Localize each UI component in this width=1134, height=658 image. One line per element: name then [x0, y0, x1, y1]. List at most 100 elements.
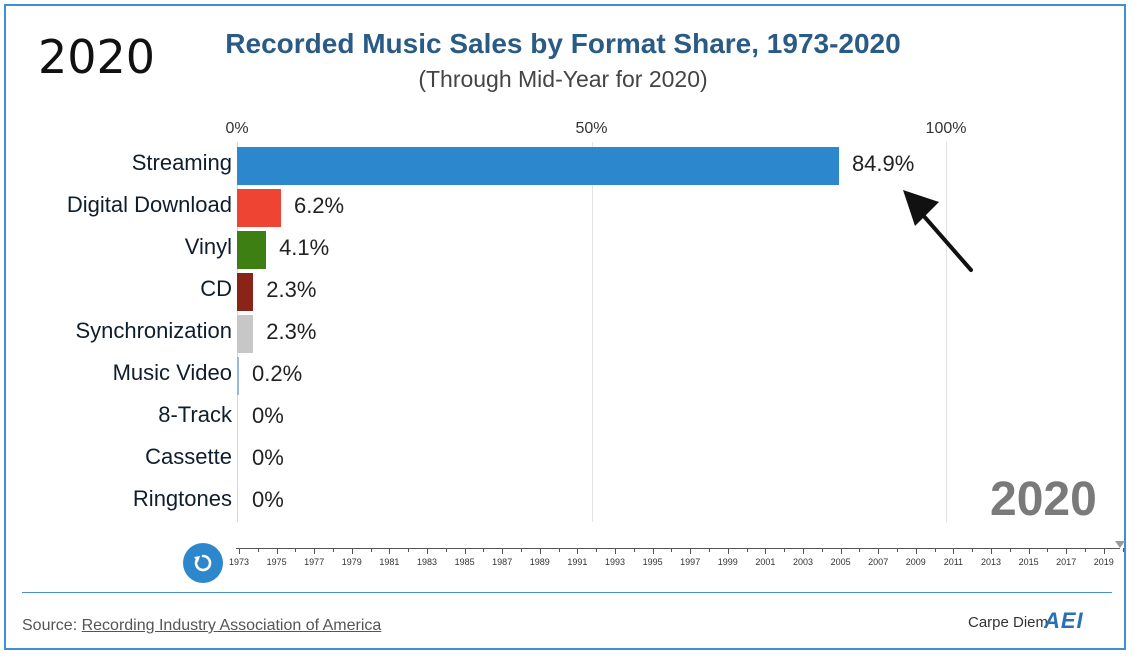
timeline-tick — [1066, 548, 1068, 554]
timeline-year-label[interactable]: 1997 — [680, 557, 701, 567]
timeline-tick — [408, 548, 410, 552]
timeline-tick — [502, 548, 504, 554]
current-year-watermark: 2020 — [990, 473, 1097, 526]
bar — [237, 273, 254, 311]
timeline-tick — [915, 548, 917, 554]
category-label: Ringtones — [132, 486, 232, 511]
timeline-tick — [690, 548, 692, 554]
replay-button[interactable] — [183, 543, 223, 583]
arrow-pointer-icon — [903, 190, 973, 272]
timeline-year-label[interactable]: 1979 — [341, 557, 362, 567]
bar — [237, 147, 839, 185]
timeline-year-label[interactable]: 2015 — [1018, 557, 1039, 567]
gridline — [946, 142, 947, 522]
timeline-tick — [727, 548, 729, 554]
timeline-year-label[interactable]: 2013 — [980, 557, 1002, 567]
timeline-year-label[interactable]: 1989 — [529, 557, 550, 567]
timeline-tick — [351, 548, 353, 554]
x-tick-label: 50% — [575, 120, 608, 137]
timeline-tick — [558, 548, 560, 552]
bar — [237, 357, 239, 395]
timeline-tick — [577, 548, 579, 554]
value-label: 0.2% — [252, 361, 303, 386]
timeline-tick — [1103, 548, 1105, 554]
value-label: 0% — [252, 403, 284, 428]
value-label: 0% — [252, 445, 284, 470]
timeline-tick — [333, 548, 334, 552]
category-label: Cassette — [145, 444, 232, 469]
timeline-year-label[interactable]: 1981 — [379, 557, 400, 567]
timeline-year-label[interactable]: 2009 — [905, 557, 926, 567]
timeline-tick — [295, 548, 297, 552]
timeline-year-label[interactable]: 1977 — [304, 557, 325, 567]
timeline-year-label[interactable]: 2003 — [792, 557, 814, 567]
timeline-tick — [445, 548, 447, 552]
chart-frame — [4, 4, 1126, 650]
timeline-year-label[interactable]: 2001 — [755, 557, 776, 567]
aei-logo: AEI — [1044, 608, 1084, 633]
timeline-slider-handle[interactable] — [1115, 541, 1125, 548]
source-prefix: Source: — [22, 617, 82, 634]
timeline-tick — [596, 548, 598, 552]
timeline-year-label[interactable]: 2019 — [1093, 557, 1114, 567]
timeline-year-label[interactable]: 1993 — [604, 557, 626, 567]
source-link[interactable]: Recording Industry Association of Americ… — [81, 617, 382, 634]
timeline-tick — [615, 548, 616, 554]
value-label: 2.3% — [266, 319, 317, 344]
chart-title: Recorded Music Sales by Format Share, 19… — [225, 28, 901, 59]
timeline-tick — [1009, 548, 1011, 552]
timeline-tick — [276, 548, 278, 554]
timeline-tick — [1122, 548, 1124, 552]
timeline-tick — [671, 548, 673, 552]
value-label: 0% — [252, 487, 284, 512]
timeline-year-label[interactable]: 1991 — [567, 557, 588, 567]
chart-subtitle: (Through Mid-Year for 2020) — [418, 66, 708, 92]
timeline-tick — [539, 548, 541, 554]
timeline-tick — [746, 548, 748, 552]
category-label: Vinyl — [184, 234, 232, 259]
timeline-year-label[interactable]: 2011 — [943, 557, 964, 567]
value-label: 84.9% — [851, 151, 915, 176]
timeline-tick — [1028, 548, 1030, 554]
timeline-year-label[interactable]: 2007 — [868, 557, 889, 567]
x-tick-label: 0% — [225, 120, 249, 137]
timeline-tick — [1085, 548, 1086, 552]
timeline-year-label[interactable]: 1983 — [416, 557, 438, 567]
replay-icon — [194, 554, 212, 572]
timeline-year-label[interactable]: 1999 — [717, 557, 738, 567]
category-label: CD — [200, 276, 232, 301]
timeline-year-label[interactable]: 1975 — [266, 557, 287, 567]
timeline-tick — [239, 548, 240, 554]
timeline-slider-track[interactable] — [236, 548, 1120, 549]
timeline-tick — [991, 548, 992, 554]
timeline-year-label[interactable]: 1995 — [642, 557, 663, 567]
timeline-tick — [521, 548, 522, 552]
source-text: Source: Recording Industry Association o… — [22, 617, 381, 635]
timeline-tick — [784, 548, 786, 552]
timeline-tick — [972, 548, 974, 552]
category-label: Streaming — [131, 150, 232, 175]
timeline-tick — [803, 548, 804, 554]
timeline-tick — [389, 548, 391, 554]
timeline-tick — [859, 548, 861, 552]
timeline-tick — [953, 548, 955, 554]
timeline-tick — [765, 548, 767, 554]
gridline — [591, 142, 593, 522]
category-label: Digital Download — [66, 192, 232, 217]
timeline-year-label[interactable]: 2005 — [830, 557, 851, 567]
x-tick-label: 100% — [925, 120, 967, 137]
timeline-tick — [897, 548, 898, 552]
timeline-tick — [314, 548, 316, 554]
timeline-year-label[interactable]: 1985 — [454, 557, 475, 567]
value-label: 2.3% — [266, 277, 317, 302]
timeline-year-label[interactable]: 1987 — [492, 557, 513, 567]
timeline-year-label[interactable]: 1973 — [228, 557, 250, 567]
bar — [237, 231, 267, 269]
category-label: Synchronization — [75, 318, 232, 343]
bar — [237, 315, 254, 353]
value-label: 6.2% — [293, 193, 345, 218]
timeline-tick — [840, 548, 842, 554]
category-label: 8-Track — [158, 402, 232, 427]
timeline-tick — [483, 548, 485, 552]
timeline-year-label[interactable]: 2017 — [1056, 557, 1077, 567]
